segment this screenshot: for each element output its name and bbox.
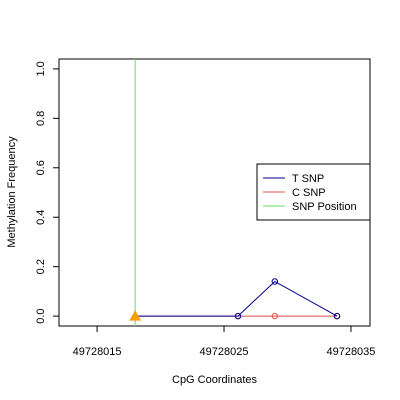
legend-label-t-snp: T SNP [292,173,324,185]
c-snp-point [271,312,278,320]
legend-label-snp-position: SNP Position [292,201,357,213]
t-snp-point [271,278,278,285]
x-tick-label: 49728025 [200,346,249,358]
y-tick-label: 1.0 [35,61,47,76]
t-snp-series-line [135,280,338,317]
x-tick-label: 49728015 [73,346,122,358]
x-tick-label: 49728035 [326,346,375,358]
y-tick-label: 0.0 [35,308,47,323]
y-axis-title: Methylation Frequency [6,136,18,248]
y-tick-label: 0.4 [35,210,47,225]
t-snp-point [333,312,341,320]
legend: T SNP C SNP SNP Position [256,163,371,221]
y-tick-label: 0.6 [35,160,47,175]
y-tick-label: 0.8 [35,111,47,126]
legend-label-c-snp: C SNP [292,187,326,199]
plot-layer [129,59,341,326]
y-axis: 0.0 0.2 0.4 0.6 0.8 1.0 [35,61,59,324]
x-axis-title: CpG Coordinates [172,374,257,386]
x-axis: 49728015 49728025 49728035 [73,326,375,358]
t-snp-point [234,312,242,320]
y-tick-label: 0.2 [35,259,47,274]
snp-position-marker [129,310,142,321]
